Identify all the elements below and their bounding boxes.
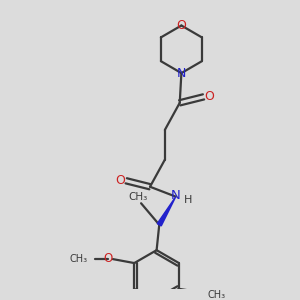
Text: O: O <box>103 252 112 265</box>
Text: O: O <box>205 90 214 104</box>
Text: H: H <box>184 195 193 205</box>
Text: N: N <box>177 67 186 80</box>
Text: O: O <box>115 174 125 187</box>
Text: CH₃: CH₃ <box>208 290 226 300</box>
Polygon shape <box>157 197 176 226</box>
Text: CH₃: CH₃ <box>69 254 87 264</box>
Text: CH₃: CH₃ <box>129 192 148 202</box>
Text: N: N <box>171 189 181 202</box>
Text: O: O <box>176 19 186 32</box>
